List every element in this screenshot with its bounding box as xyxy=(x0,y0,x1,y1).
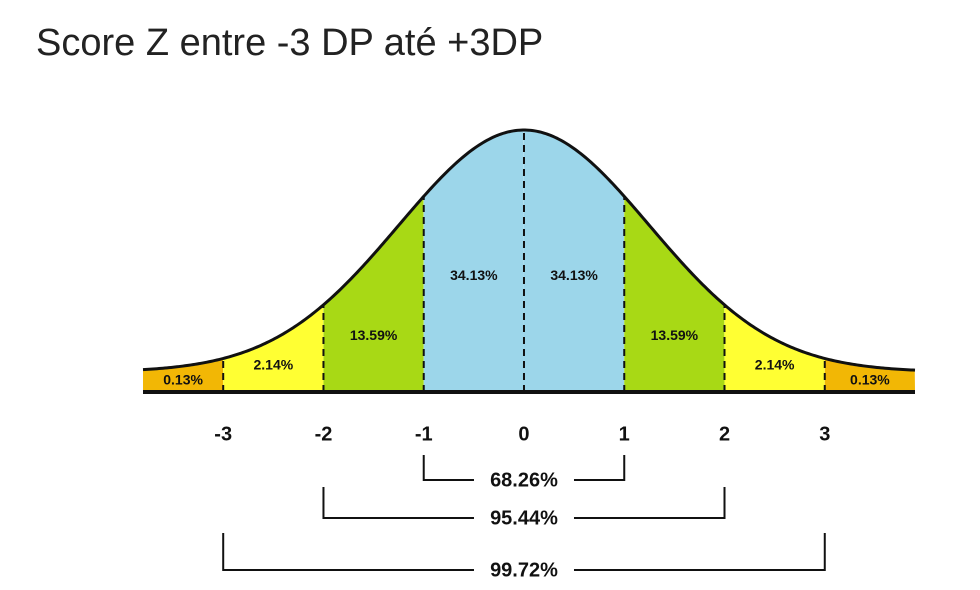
segment xyxy=(824,358,915,392)
segment xyxy=(143,358,224,392)
chart-title: Score Z entre -3 DP até +3DP xyxy=(36,22,543,64)
span-label: 95.44% xyxy=(490,507,558,529)
x-tick-label: -2 xyxy=(315,423,333,445)
segment-label: 2.14% xyxy=(253,356,293,372)
segment xyxy=(724,304,825,392)
segment-label: 13.59% xyxy=(651,327,699,343)
span-label: 68.26% xyxy=(490,469,558,491)
span-label-bg xyxy=(473,466,574,494)
span-label-bg xyxy=(473,504,574,532)
segment xyxy=(523,130,625,392)
segment-label: 0.13% xyxy=(163,372,203,388)
curve xyxy=(142,128,916,372)
segment-label: 13.59% xyxy=(350,327,398,343)
span-label-bg xyxy=(473,556,574,584)
x-tick-label: 2 xyxy=(719,423,730,445)
segment-label: 34.13% xyxy=(550,267,598,283)
segment xyxy=(223,305,324,392)
segment-label: 34.13% xyxy=(450,267,498,283)
x-tick-label: 3 xyxy=(819,423,830,445)
x-tick-label: -3 xyxy=(214,423,232,445)
segment xyxy=(423,130,524,392)
x-tick-label: 1 xyxy=(619,423,630,445)
x-tick-label: 0 xyxy=(518,423,529,445)
span-label: 99.72% xyxy=(490,559,558,581)
segment-label: 2.14% xyxy=(755,356,795,372)
segment xyxy=(323,196,424,392)
x-tick-label: -1 xyxy=(415,423,433,445)
segment xyxy=(624,196,725,392)
segment-label: 0.13% xyxy=(850,372,890,388)
